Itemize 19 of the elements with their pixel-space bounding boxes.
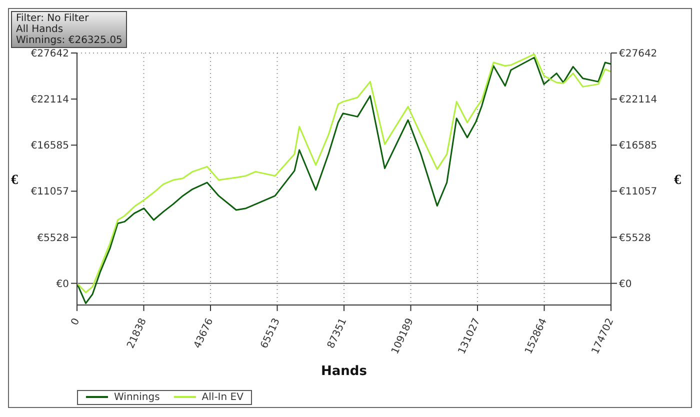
y2-tick-label: €0 bbox=[619, 278, 632, 290]
x-tick-label: 0 bbox=[70, 316, 82, 328]
y2-tick-label: €22114 bbox=[619, 94, 658, 106]
y2-tick-label: €5528 bbox=[619, 232, 651, 244]
y-tick-label: €0 bbox=[56, 278, 69, 290]
y2-tick-label: €27642 bbox=[619, 48, 658, 60]
info-box: Filter: No Filter All Hands Winnings: €26325.05 bbox=[11, 11, 128, 48]
y2-axis-title: € bbox=[674, 172, 681, 188]
y2-tick-label: €11057 bbox=[619, 186, 658, 198]
legend-label: All-In EV bbox=[200, 392, 244, 402]
y-tick-label: €27642 bbox=[30, 48, 69, 60]
legend-label: Winnings bbox=[113, 392, 160, 402]
y-tick-label: €5528 bbox=[37, 232, 69, 244]
x-axis-title: Hands bbox=[321, 364, 368, 379]
y-tick-label: €11057 bbox=[30, 186, 69, 198]
y-axis-title: € bbox=[11, 172, 18, 188]
y-tick-label: €16585 bbox=[30, 140, 69, 152]
y-tick-label: €22114 bbox=[30, 94, 69, 106]
y2-tick-label: €16585 bbox=[619, 140, 658, 152]
